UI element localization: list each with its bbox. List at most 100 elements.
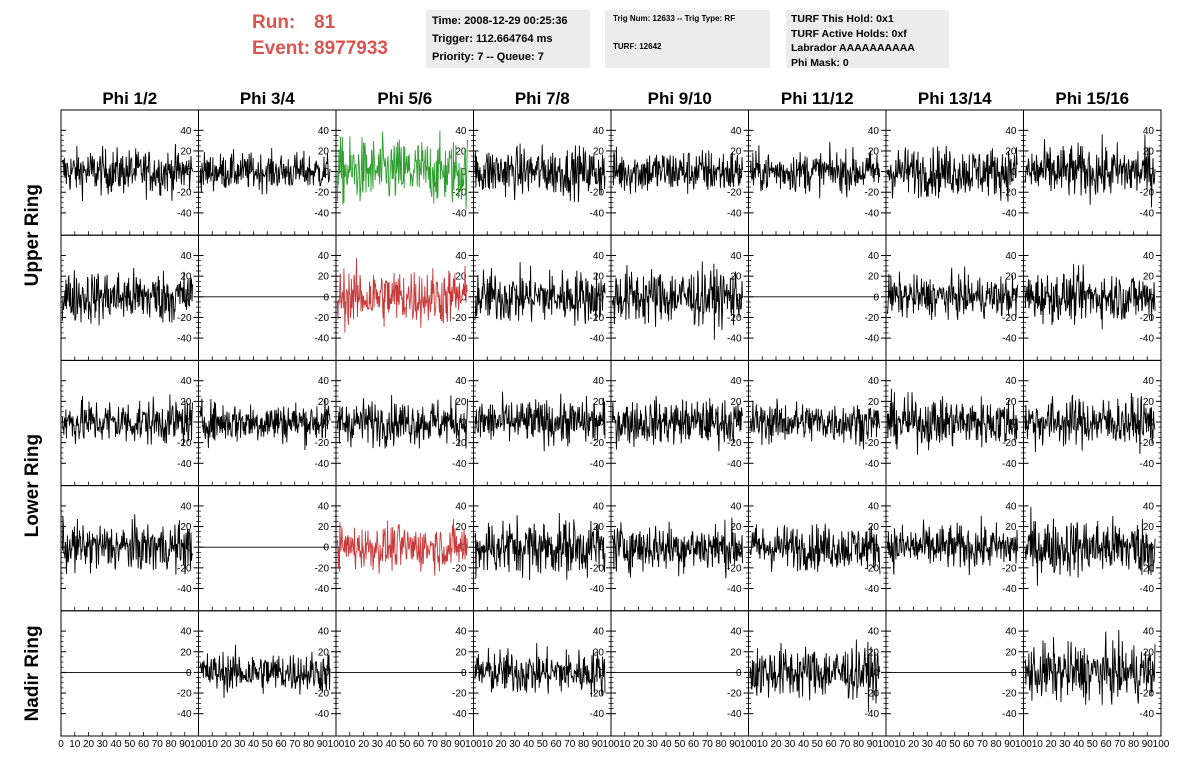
x-tick-label: 90: [1004, 739, 1016, 750]
waveform-trace: [474, 513, 606, 581]
x-tick-label: 70: [564, 739, 576, 750]
x-tick-label: 70: [427, 739, 439, 750]
waveform-trace: [336, 130, 468, 210]
turf-info-panel: TURF This Hold: 0x1 TURF Active Holds: 0…: [786, 10, 949, 69]
y-tick-label: 40: [593, 376, 605, 387]
y-tick-label: 40: [868, 501, 880, 512]
y-tick-label: -40: [315, 584, 330, 595]
x-tick-label: 60: [963, 739, 975, 750]
x-tick-label: 30: [1059, 739, 1071, 750]
x-tick-label: 10: [619, 739, 631, 750]
y-tick-label: 0: [323, 543, 329, 554]
y-tick-label: -20: [177, 689, 192, 700]
column-header: Phi 11/12: [781, 89, 854, 108]
x-tick-label: 80: [715, 739, 727, 750]
y-tick-label: -20: [452, 188, 467, 199]
x-tick-label: 10: [1032, 739, 1044, 750]
waveform-trace: [611, 395, 743, 452]
y-tick-label: -20: [727, 188, 742, 199]
y-tick-label: -40: [727, 334, 742, 345]
y-tick-label: -20: [1140, 188, 1155, 199]
y-tick-label: 20: [730, 647, 742, 658]
x-tick-label: 50: [537, 739, 549, 750]
x-tick-label: 70: [1114, 739, 1126, 750]
waveform-trace: [474, 391, 606, 452]
y-tick-label: 20: [1005, 146, 1017, 157]
y-tick-label: 40: [730, 251, 742, 262]
x-tick-label: 30: [97, 739, 109, 750]
waveform-trace: [336, 394, 468, 449]
y-tick-label: -40: [1140, 709, 1155, 720]
y-tick-label: 40: [180, 126, 192, 137]
y-tick-label: 20: [455, 146, 467, 157]
y-tick-label: -40: [1140, 208, 1155, 219]
y-tick-label: -40: [865, 709, 880, 720]
x-tick-label: 30: [922, 739, 934, 750]
y-tick-label: -40: [177, 459, 192, 470]
waveform-trace: [749, 523, 881, 575]
y-tick-label: 40: [455, 627, 467, 638]
x-tick-label: 10: [344, 739, 356, 750]
waveform-trace: [1024, 629, 1156, 705]
y-tick-label: 20: [455, 272, 467, 283]
y-tick-label: -40: [177, 334, 192, 345]
x-tick-label: 70: [289, 739, 301, 750]
y-tick-label: 40: [455, 251, 467, 262]
y-tick-label: 20: [180, 647, 192, 658]
run-value: 81: [314, 12, 336, 33]
y-tick-label: -20: [727, 438, 742, 449]
waveform-trace: [474, 143, 606, 203]
waveform-trace: [886, 515, 1018, 576]
y-tick-label: -40: [315, 709, 330, 720]
y-tick-label: -20: [865, 438, 880, 449]
column-header: Phi 15/16: [1055, 89, 1129, 108]
y-tick-label: 0: [873, 292, 879, 303]
x-tick-label: 90: [729, 739, 741, 750]
y-tick-label: -20: [177, 438, 192, 449]
x-tick-label: 80: [990, 739, 1002, 750]
y-tick-label: 40: [1005, 501, 1017, 512]
y-tick-label: -40: [865, 459, 880, 470]
y-tick-label: 20: [455, 397, 467, 408]
y-tick-label: -40: [590, 709, 605, 720]
y-tick-label: 20: [1143, 647, 1155, 658]
x-tick-label: 50: [949, 739, 961, 750]
y-tick-label: 40: [593, 126, 605, 137]
x-tick-label: 50: [124, 739, 136, 750]
y-tick-label: -40: [315, 459, 330, 470]
y-tick-label: -40: [1140, 584, 1155, 595]
y-tick-label: 40: [1005, 376, 1017, 387]
y-tick-label: 20: [318, 647, 330, 658]
ring-label: Lower Ring: [22, 434, 43, 537]
y-tick-label: -20: [177, 188, 192, 199]
x-tick-label: 90: [867, 739, 879, 750]
time-text: Time: 2008-12-29 00:25:36: [432, 15, 568, 27]
y-tick-label: -40: [865, 584, 880, 595]
y-tick-label: 20: [868, 146, 880, 157]
y-tick-label: 40: [180, 501, 192, 512]
labrador-text: Labrador AAAAAAAAAA: [791, 42, 915, 54]
trig-num-text: Trig Num: 12633 -- Trig Type: RF: [613, 14, 736, 23]
x-tick-label: 50: [1087, 739, 1099, 750]
waveform-trace: [61, 267, 193, 326]
y-tick-label: -40: [865, 334, 880, 345]
y-tick-label: 20: [455, 647, 467, 658]
y-tick-label: -20: [727, 563, 742, 574]
y-tick-label: 20: [868, 522, 880, 533]
y-tick-label: 40: [1005, 126, 1017, 137]
y-tick-label: 40: [455, 126, 467, 137]
x-tick-label: 20: [1045, 739, 1057, 750]
y-tick-label: 40: [868, 126, 880, 137]
y-tick-label: 0: [598, 418, 604, 429]
x-tick-label: 40: [248, 739, 260, 750]
x-tick-label: 90: [1142, 739, 1154, 750]
x-tick-label: 80: [1128, 739, 1140, 750]
y-tick-label: -40: [1002, 334, 1017, 345]
column-header: Phi 1/2: [102, 89, 157, 108]
y-tick-label: -20: [590, 313, 605, 324]
column-header: Phi 7/8: [515, 89, 570, 108]
y-tick-label: 40: [593, 251, 605, 262]
x-tick-label: 30: [509, 739, 521, 750]
y-tick-label: 0: [598, 668, 604, 679]
event-info-panel: Time: 2008-12-29 00:25:36 Trigger: 112.6…: [426, 10, 590, 68]
